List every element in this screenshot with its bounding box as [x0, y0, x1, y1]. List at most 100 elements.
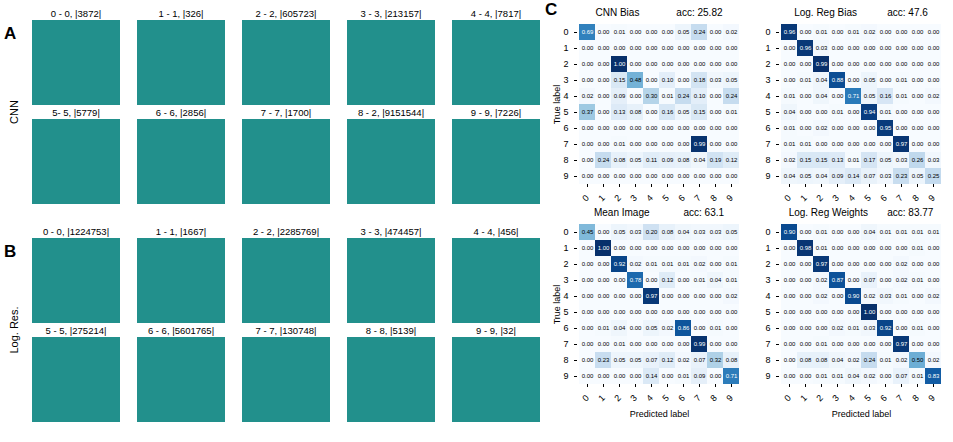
svg-text:0.00: 0.00	[864, 45, 876, 51]
svg-text:0.01: 0.01	[912, 325, 924, 331]
svg-text:0.01: 0.01	[816, 373, 828, 379]
svg-text:0.04: 0.04	[710, 277, 722, 283]
svg-text:0.02: 0.02	[816, 277, 828, 283]
svg-text:0.00: 0.00	[864, 341, 876, 347]
svg-text:8: 8	[765, 355, 770, 365]
svg-text:0.00: 0.00	[912, 45, 924, 51]
svg-text:0.00: 0.00	[726, 45, 738, 51]
svg-text:0.00: 0.00	[646, 29, 658, 35]
svg-text:0.00: 0.00	[784, 325, 796, 331]
svg-text:0.01: 0.01	[694, 277, 706, 283]
svg-text:0.00: 0.00	[800, 277, 812, 283]
svg-text:0.01: 0.01	[896, 93, 908, 99]
svg-text:0.07: 0.07	[864, 277, 876, 283]
svg-text:0.00: 0.00	[646, 173, 658, 179]
svg-text:0.00: 0.00	[678, 141, 690, 147]
svg-text:0.00: 0.00	[582, 341, 594, 347]
svg-text:0.01: 0.01	[848, 325, 860, 331]
svg-text:0.00: 0.00	[784, 373, 796, 379]
svg-text:0.00: 0.00	[726, 141, 738, 147]
svg-text:5: 5	[563, 307, 568, 317]
svg-text:0.00: 0.00	[710, 373, 722, 379]
svg-text:0.00: 0.00	[630, 293, 642, 299]
svg-text:0.00: 0.00	[614, 125, 626, 131]
svg-text:0.00: 0.00	[582, 245, 594, 251]
svg-text:0.00: 0.00	[848, 45, 860, 51]
svg-text:0.00: 0.00	[598, 341, 610, 347]
svg-text:0.00: 0.00	[694, 245, 706, 251]
svg-text:0.00: 0.00	[912, 125, 924, 131]
svg-text:9: 9	[765, 171, 770, 181]
svg-text:0.00: 0.00	[800, 229, 812, 235]
svg-text:0.00: 0.00	[912, 261, 924, 267]
svg-text:6: 6	[878, 393, 889, 404]
svg-text:0.00: 0.00	[928, 277, 940, 283]
svg-text:0.00: 0.00	[582, 77, 594, 83]
svg-text:0.00: 0.00	[832, 93, 844, 99]
svg-text:0.01: 0.01	[800, 141, 812, 147]
svg-text:0.88: 0.88	[832, 77, 844, 83]
svg-text:0.00: 0.00	[662, 141, 674, 147]
svg-text:0.00: 0.00	[582, 357, 594, 363]
svg-text:7: 7	[765, 139, 770, 149]
svg-text:0.00: 0.00	[646, 141, 658, 147]
svg-text:0.15: 0.15	[800, 157, 812, 163]
svg-text:4: 4	[563, 91, 568, 101]
svg-text:0.00: 0.00	[598, 229, 610, 235]
svg-text:0.03: 0.03	[710, 77, 722, 83]
svg-text:0.24: 0.24	[694, 29, 706, 35]
svg-text:3: 3	[563, 75, 568, 85]
svg-text:0.05: 0.05	[800, 173, 812, 179]
svg-text:0.04: 0.04	[816, 173, 828, 179]
svg-text:0.92: 0.92	[614, 261, 626, 267]
svg-text:0.97: 0.97	[896, 141, 908, 147]
svg-text:0.00: 0.00	[630, 29, 642, 35]
svg-text:0.04: 0.04	[816, 93, 828, 99]
svg-text:1: 1	[596, 193, 607, 204]
svg-text:0.97: 0.97	[816, 261, 828, 267]
svg-text:0.00: 0.00	[800, 373, 812, 379]
svg-text:0.00: 0.00	[646, 309, 658, 315]
svg-text:0.00: 0.00	[912, 341, 924, 347]
svg-text:0.00: 0.00	[630, 61, 642, 67]
svg-text:0.00: 0.00	[880, 45, 892, 51]
svg-text:0.00: 0.00	[614, 245, 626, 251]
svg-text:2: 2	[814, 193, 825, 204]
svg-text:1: 1	[765, 243, 770, 253]
svg-text:0.00: 0.00	[832, 245, 844, 251]
svg-text:0.00: 0.00	[614, 277, 626, 283]
svg-text:0.12: 0.12	[662, 357, 674, 363]
svg-text:4: 4	[846, 193, 857, 204]
svg-text:6: 6	[563, 323, 568, 333]
svg-text:0.05: 0.05	[912, 173, 924, 179]
svg-text:0.00: 0.00	[784, 341, 796, 347]
svg-text:9: 9	[765, 371, 770, 381]
svg-text:0.00: 0.00	[726, 125, 738, 131]
svg-text:0.01: 0.01	[678, 261, 690, 267]
svg-text:0.00: 0.00	[896, 29, 908, 35]
svg-text:0.00: 0.00	[710, 173, 722, 179]
svg-text:0.00: 0.00	[710, 61, 722, 67]
svg-text:5: 5	[765, 107, 770, 117]
svg-text:0.00: 0.00	[646, 109, 658, 115]
svg-text:3: 3	[830, 193, 841, 204]
svg-text:0.00: 0.00	[678, 277, 690, 283]
svg-text:8: 8	[708, 393, 719, 404]
svg-text:0.00: 0.00	[710, 45, 722, 51]
svg-text:1.00: 1.00	[598, 245, 610, 251]
svg-text:0.00: 0.00	[896, 61, 908, 67]
svg-text:True label: True label	[552, 285, 562, 325]
svg-text:0.01: 0.01	[784, 141, 796, 147]
svg-text:0.95: 0.95	[880, 125, 892, 131]
svg-text:0.01: 0.01	[816, 245, 828, 251]
svg-text:0.00: 0.00	[694, 45, 706, 51]
svg-text:0.01: 0.01	[848, 157, 860, 163]
svg-text:0.08: 0.08	[662, 229, 674, 235]
svg-text:0.00: 0.00	[582, 293, 594, 299]
svg-text:True label: True label	[552, 85, 562, 125]
svg-text:0.05: 0.05	[726, 77, 738, 83]
svg-text:6: 6	[765, 323, 770, 333]
svg-text:0.01: 0.01	[912, 229, 924, 235]
svg-text:0.99: 0.99	[694, 141, 706, 147]
svg-text:0.01: 0.01	[912, 277, 924, 283]
